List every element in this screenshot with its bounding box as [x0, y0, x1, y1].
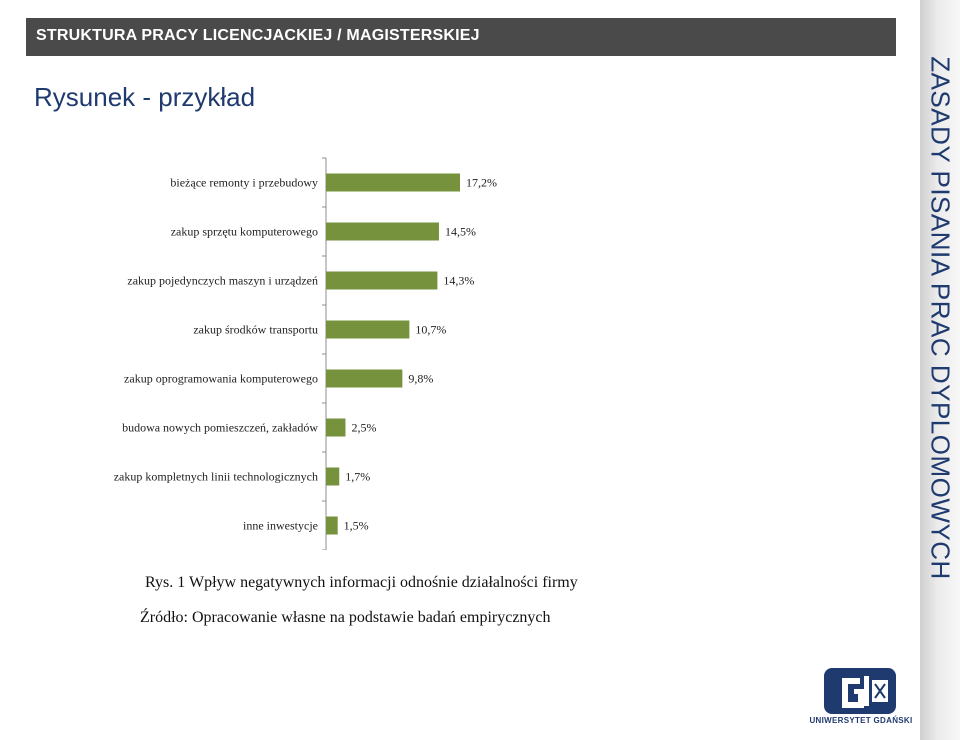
chart-bar — [326, 222, 439, 241]
value-label: 1,7% — [345, 470, 370, 484]
value-label: 2,5% — [351, 421, 376, 435]
category-label: budowa nowych pomieszczeń, zakładów — [122, 421, 318, 435]
value-label: 17,2% — [466, 176, 497, 190]
chart-bar — [326, 320, 410, 339]
side-panel — [920, 0, 960, 740]
figure-source: Źródło: Opracowanie własne na podstawie … — [140, 609, 551, 626]
university-logo-text: UNIWERSYTET GDAŃSKI — [809, 716, 913, 725]
header-bar: STRUKTURA PRACY LICENCJACKIEJ / MAGISTER… — [26, 18, 896, 56]
value-label: 10,7% — [415, 323, 446, 337]
chart-bar — [326, 516, 338, 535]
chart-bar — [326, 467, 340, 486]
value-label: 1,5% — [344, 519, 369, 533]
chart-bar — [326, 173, 460, 192]
category-label: zakup środków transportu — [193, 323, 318, 337]
university-logo-icon — [824, 668, 896, 714]
value-label: 14,5% — [445, 225, 476, 239]
category-label: zakup oprogramowania komputerowego — [124, 372, 318, 386]
side-panel-text-wrap: ZASADY PISANIA PRAC DYPLOMOWYCH — [920, 0, 960, 740]
category-label: inne inwestycje — [243, 519, 318, 533]
figure-caption: Rys. 1 Wpływ negatywnych informacji odno… — [145, 574, 578, 591]
chart-bar — [326, 418, 346, 437]
category-label: zakup pojedynczych maszyn i urządzeń — [127, 274, 318, 288]
category-label: bieżące remonty i przebudowy — [170, 176, 318, 190]
side-panel-text: ZASADY PISANIA PRAC DYPLOMOWYCH — [925, 56, 956, 580]
category-label: zakup kompletnych linii technologicznych — [114, 470, 318, 484]
chart-bar — [326, 369, 403, 388]
chart-bar — [326, 271, 438, 290]
value-label: 9,8% — [408, 372, 433, 386]
category-label: zakup sprzętu komputerowego — [171, 225, 318, 239]
bar-chart: bieżące remonty i przebudowy zakup sprzęt… — [114, 157, 497, 550]
slide-title: Rysunek - przykład — [34, 82, 256, 112]
value-label: 14,3% — [443, 274, 474, 288]
header-title: STRUKTURA PRACY LICENCJACKIEJ / MAGISTER… — [36, 27, 480, 44]
